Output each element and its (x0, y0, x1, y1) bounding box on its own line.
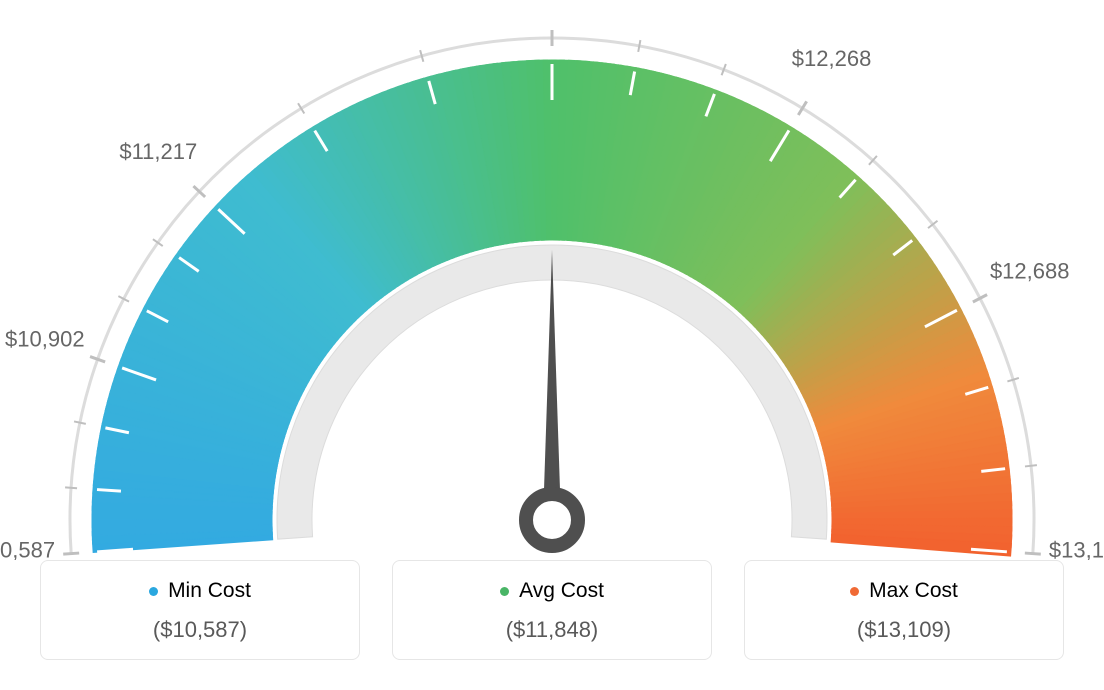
gauge-chart: $10,587$10,902$11,217$11,848$12,268$12,6… (0, 0, 1104, 560)
legend-value-min: ($10,587) (53, 617, 347, 643)
legend-title-min-text: Min Cost (168, 579, 251, 603)
legend-title-avg: Avg Cost (405, 579, 699, 603)
dot-max (850, 587, 859, 596)
legend-card-avg: Avg Cost ($11,848) (392, 560, 712, 660)
legend-title-min: Min Cost (53, 579, 347, 603)
gauge-needle-hub (526, 494, 578, 546)
dot-avg (500, 587, 509, 596)
legend-value-max: ($13,109) (757, 617, 1051, 643)
legend-title-avg-text: Avg Cost (519, 579, 604, 603)
gauge-tick-label: $11,217 (119, 139, 197, 164)
gauge-svg: $10,587$10,902$11,217$11,848$12,268$12,6… (0, 0, 1104, 560)
gauge-tick-label: $10,902 (5, 326, 85, 351)
gauge-tick-label: $10,587 (0, 537, 55, 560)
gauge-tick-label: $12,268 (792, 46, 872, 71)
gauge-tick-label: $13,109 (1049, 537, 1104, 560)
legend-card-max: Max Cost ($13,109) (744, 560, 1064, 660)
legend-title-max: Max Cost (757, 579, 1051, 603)
gauge-tick-label: $12,688 (990, 258, 1070, 283)
gauge-needle (543, 250, 561, 520)
legend-value-avg: ($11,848) (405, 617, 699, 643)
dot-min (149, 587, 158, 596)
legend-title-max-text: Max Cost (869, 579, 958, 603)
legend-card-min: Min Cost ($10,587) (40, 560, 360, 660)
legend-row: Min Cost ($10,587) Avg Cost ($11,848) Ma… (0, 560, 1104, 660)
